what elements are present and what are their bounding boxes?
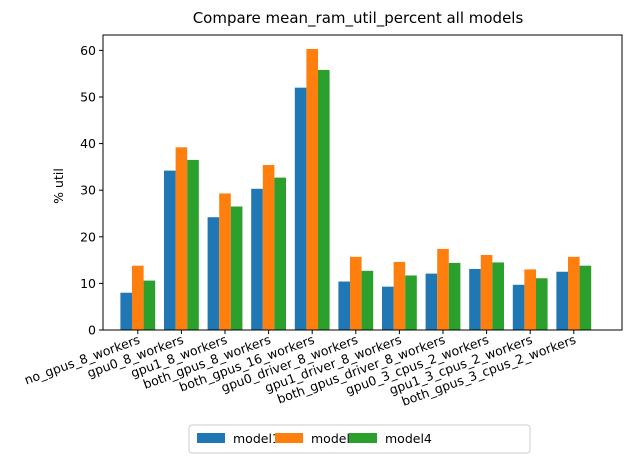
legend-label-model4: model4 [385,431,432,446]
bar-model3-both_gpus_16_workers [306,48,318,330]
bar-model1-gpu1_8_workers [207,217,220,330]
bar-model3-both_gpus_8_workers [262,165,275,330]
y-axis: 0 10 20 30 40 50 60 [80,43,103,338]
plot-frame [102,34,623,331]
bar-model1-both_gpus_8_workers [251,188,263,330]
bar-model3-gpu1_3_cpus_2_workers [524,269,536,330]
bar-model1-both_gpus_driver_8_workers [425,273,438,330]
bar-model3-gpu0_3_cpus_2_workers [480,254,493,330]
bar-model4-both_gpus_3_cpus_2_workers [579,265,592,330]
bar-model1-gpu1_driver_8_workers [382,286,394,330]
legend-swatch-model3 [275,433,303,443]
bar-model3-gpu0_8_workers [175,147,188,330]
bar-model4-both_gpus_16_workers [318,69,330,330]
bar-model4-gpu1_driver_8_workers [405,275,417,330]
legend-label-model3: model3 [311,431,358,446]
legend: model1 model3 model4 [188,424,531,454]
bar-model4-gpu1_8_workers [230,206,243,330]
bar-model1-gpu0_8_workers [164,170,176,330]
bar-model3-no_gpus_8_workers [132,265,144,330]
bar-model3-gpu1_8_workers [219,193,231,330]
bar-model4-gpu0_driver_8_workers [361,270,374,330]
chart-title: Compare mean_ram_util_percent all models [193,9,524,28]
bar-model3-both_gpus_3_cpus_2_workers [568,256,580,330]
bar-model4-both_gpus_8_workers [274,177,286,330]
bar-model1-no_gpus_8_workers [120,292,132,330]
bar-model4-no_gpus_8_workers [143,280,156,330]
bar-model1-gpu0_3_cpus_2_workers [469,268,481,330]
bar-model4-gpu0_3_cpus_2_workers [492,262,504,330]
legend-swatch-model1 [197,433,225,443]
bar-model4-both_gpus_driver_8_workers [448,262,461,330]
y-tick-label: 20 [80,229,96,244]
x-axis: no_gpus_8_workersgpu0_8_workersgpu1_8_wo… [22,330,578,409]
bar-model3-gpu0_driver_8_workers [350,256,362,330]
y-tick-label: 10 [80,276,96,291]
legend-swatch-model4 [349,433,377,443]
bar-model1-both_gpus_3_cpus_2_workers [556,271,568,330]
bar-model1-gpu0_driver_8_workers [338,281,350,330]
y-tick-label: 50 [80,89,96,104]
bar-model1-both_gpus_16_workers [294,87,307,330]
bars-group [120,48,592,330]
bar-model4-gpu0_8_workers [187,159,199,330]
y-tick-label: 60 [80,43,96,58]
bar-model3-both_gpus_driver_8_workers [437,248,449,330]
y-tick-label: 0 [88,323,96,338]
y-tick-label: 40 [80,136,96,151]
y-tick-label: 30 [80,183,96,198]
bar-model4-gpu1_3_cpus_2_workers [536,278,548,330]
bar-model1-gpu1_3_cpus_2_workers [512,284,525,330]
bar-model3-gpu1_driver_8_workers [393,261,406,330]
y-axis-label: % util [51,168,66,204]
legend-label-model1: model1 [233,431,280,446]
